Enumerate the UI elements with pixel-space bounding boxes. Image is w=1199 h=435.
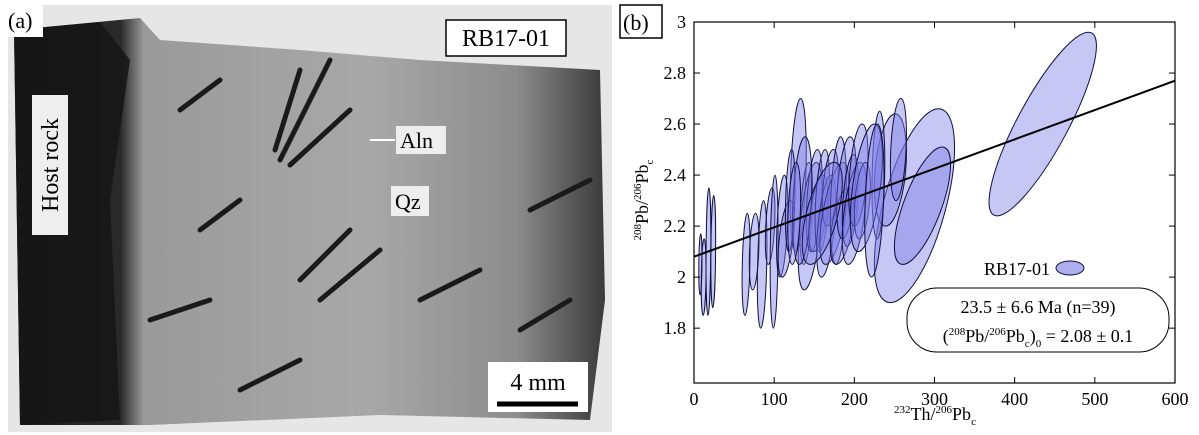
fit-line	[693, 79, 1176, 258]
qz-box	[391, 186, 429, 216]
panel-label: (b)	[623, 10, 649, 35]
error-ellipse	[710, 194, 717, 309]
error-ellipse	[893, 146, 952, 265]
error-ellipse	[864, 123, 885, 278]
qz-label: Qz	[395, 189, 421, 214]
error-ellipse	[748, 212, 760, 291]
y-tick-label: 2.2	[664, 216, 687, 236]
host-rock-label: Host rock	[38, 118, 64, 212]
rock-sample	[14, 18, 605, 425]
sample-label: RB17-01	[462, 26, 550, 52]
allanite-needles	[147, 57, 593, 393]
x-tick-label: 400	[1001, 389, 1028, 409]
scale-label: 4 mm	[510, 370, 566, 396]
legend-swatch	[1055, 260, 1085, 276]
y-tick-label: 2.8	[664, 63, 687, 83]
error-ellipse	[801, 161, 843, 265]
y-tick-label: 3	[677, 12, 686, 32]
y-tick-label: 2.4	[664, 165, 687, 185]
error-ellipse	[698, 233, 703, 296]
x-tick-label: 300	[921, 389, 948, 409]
x-tick-label: 100	[761, 389, 788, 409]
x-tick-label: 0	[690, 389, 699, 409]
aln-label: Aln	[400, 128, 433, 153]
x-axis-title: 232Th/206Pbc	[894, 404, 976, 428]
panel-label-box	[619, 4, 663, 39]
annotation-box	[906, 287, 1170, 353]
error-ellipse	[889, 98, 907, 202]
plot-area	[693, 31, 1176, 329]
y-axis-title: 208Pb/206Pbc	[632, 159, 656, 240]
y-tick-label: 2	[677, 267, 686, 287]
y-tick-label: 1.8	[664, 318, 687, 338]
error-ellipse	[988, 31, 1097, 217]
panel-label-box	[5, 5, 43, 37]
host-rock-box	[32, 95, 68, 235]
legend-label: RB17-01	[984, 259, 1050, 279]
y-tick-label: 2.6	[664, 114, 687, 134]
sample-box	[445, 19, 567, 57]
annotation: (208Pb/206Pbc)0 = 2.08 ± 0.1	[943, 326, 1133, 350]
error-ellipse	[792, 136, 813, 265]
panel-label: (a)	[8, 8, 32, 33]
x-tick-label: 500	[1081, 389, 1108, 409]
x-tick-label: 600	[1162, 389, 1189, 409]
aln-box	[396, 126, 446, 154]
error-ellipse	[787, 161, 802, 265]
annotation: 23.5 ± 6.6 Ma (n=39)	[960, 297, 1115, 318]
x-tick-label: 200	[841, 389, 868, 409]
photo-panel: (a) RB17-01 Host rock Aln Qz 4 mm	[5, 5, 612, 432]
